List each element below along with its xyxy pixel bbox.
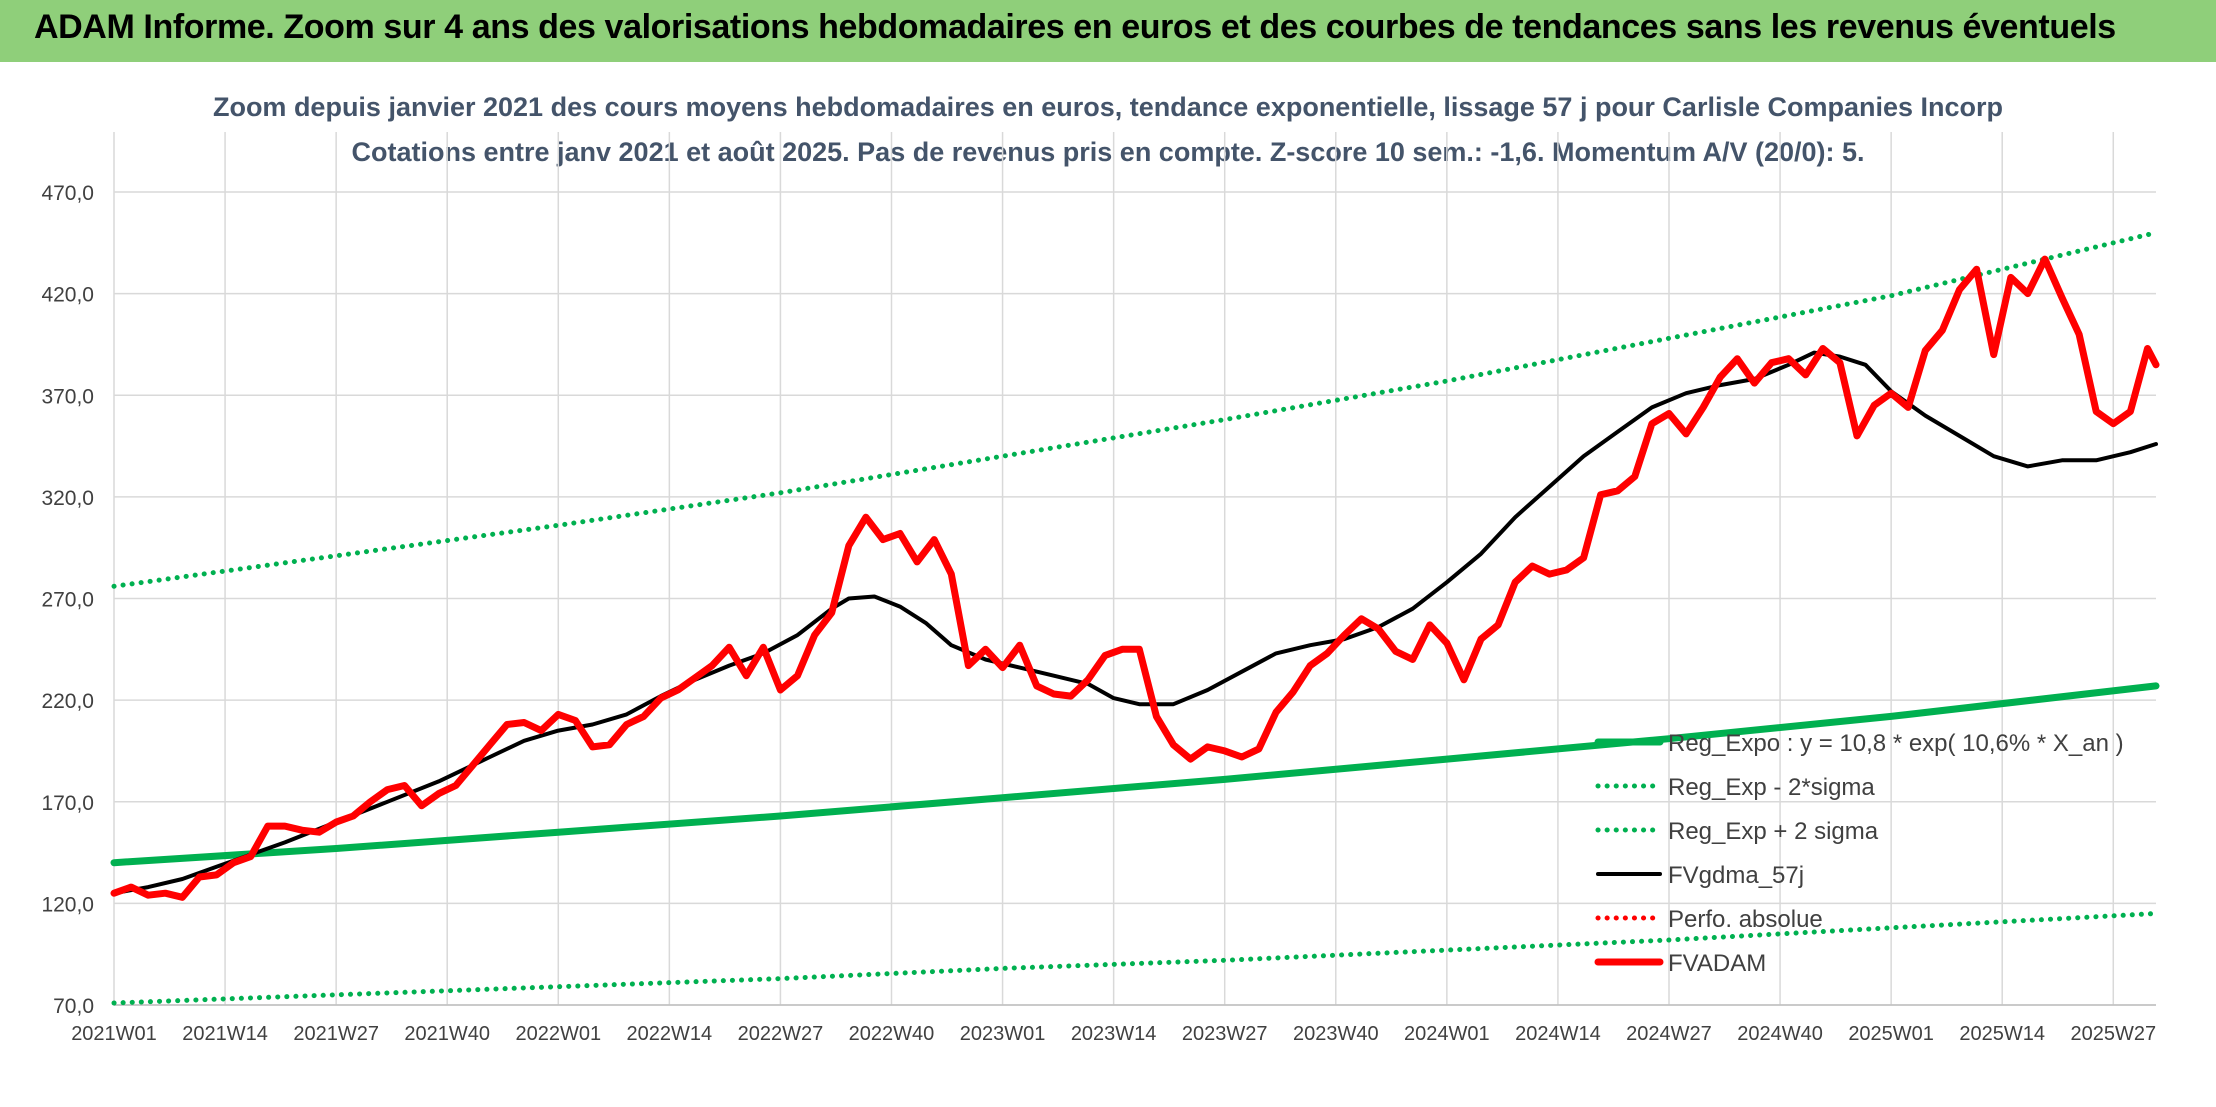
report-banner: ADAM Informe. Zoom sur 4 ans des valoris… [0, 0, 2216, 65]
y-tick-label: 170,0 [41, 792, 94, 815]
chart-title: Zoom depuis janvier 2021 des cours moyen… [213, 92, 2003, 122]
x-tick-label: 2024W40 [1737, 1023, 1823, 1045]
chart-subtitle: Cotations entre janv 2021 et août 2025. … [351, 137, 1864, 167]
y-tick-label: 220,0 [41, 690, 94, 713]
series-line-5 [110, 255, 2160, 901]
series [110, 230, 2160, 1006]
x-tick-label: 2025W27 [2070, 1023, 2156, 1045]
legend-label: Reg_Exp + 2 sigma [1668, 818, 1879, 845]
x-tick-label: 2023W01 [960, 1023, 1046, 1045]
x-tick-label: 2023W40 [1293, 1023, 1379, 1045]
x-tick-label: 2024W01 [1404, 1023, 1490, 1045]
y-tick-label: 70,0 [53, 995, 94, 1018]
x-tick-label: 2024W14 [1515, 1023, 1601, 1045]
legend-label: Reg_Expo : y = 10,8 * exp( 10,6% * X_an … [1668, 730, 2124, 757]
x-tick-label: 2023W27 [1182, 1023, 1268, 1045]
x-tick-label: 2021W01 [71, 1023, 157, 1045]
x-tick-label: 2025W01 [1848, 1023, 1934, 1045]
y-tick-label: 270,0 [41, 589, 94, 612]
legend-label: FVgdma_57j [1668, 862, 1804, 889]
x-tick-label: 2021W14 [182, 1023, 268, 1045]
legend-label: FVADAM [1668, 950, 1766, 977]
x-tick-label: 2022W01 [515, 1023, 601, 1045]
legend-label: Reg_Exp - 2*sigma [1668, 774, 1875, 801]
x-tick-label: 2024W27 [1626, 1023, 1712, 1045]
chart-background [0, 62, 2216, 1102]
axis-ticks: 70,0 120,0 170,0 220,0 270,0 320,0 370,0 420,0 4… [41, 182, 2156, 1045]
y-tick-label: 470,0 [41, 182, 94, 205]
series-line-1 [111, 911, 2159, 1006]
series-line-0 [110, 682, 2160, 867]
y-tick-label: 320,0 [41, 487, 94, 510]
price-trend-chart: Zoom depuis janvier 2021 des cours moyen… [0, 62, 2216, 1102]
banner-title: ADAM Informe. Zoom sur 4 ans des valoris… [34, 8, 2116, 46]
x-tick-label: 2022W27 [738, 1023, 824, 1045]
x-tick-label: 2022W40 [849, 1023, 935, 1045]
y-tick-label: 420,0 [41, 284, 94, 307]
chart-area: Zoom depuis janvier 2021 des cours moyen… [0, 62, 2216, 1102]
x-tick-label: 2022W14 [627, 1023, 713, 1045]
x-tick-label: 2025W14 [1959, 1023, 2045, 1045]
legend-label: Perfo. absolue [1668, 906, 1823, 933]
y-tick-label: 120,0 [41, 893, 94, 916]
legend: Reg_Expo : y = 10,8 * exp( 10,6% * X_an … [1594, 730, 2124, 977]
grid [113, 132, 2156, 1006]
x-tick-label: 2021W27 [293, 1023, 379, 1045]
y-tick-label: 370,0 [41, 385, 94, 408]
x-tick-label: 2021W40 [404, 1023, 490, 1045]
series-line-2 [111, 230, 2159, 589]
x-tick-label: 2023W14 [1071, 1023, 1157, 1045]
